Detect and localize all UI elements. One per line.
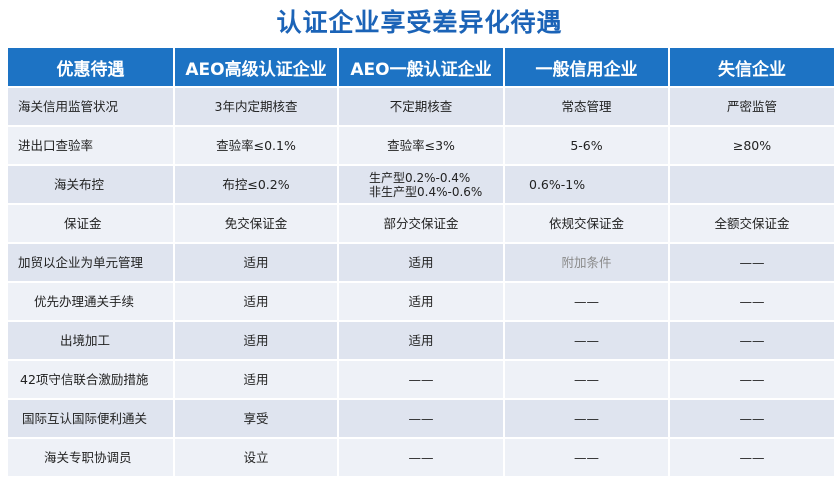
- cell-aeo-senior: 免交保证金: [174, 204, 339, 244]
- cell-aeo-senior: 适用: [174, 360, 339, 400]
- row-label: 进出口查验率: [8, 126, 175, 166]
- cell-ordinary-credit: ——: [504, 438, 670, 478]
- row-label: 海关专职协调员: [8, 438, 175, 478]
- column-header-ordinary-credit: 一般信用企业: [504, 48, 670, 88]
- cell-dishonest: ——: [669, 321, 834, 361]
- cell-ordinary-credit: 5-6%: [504, 126, 670, 166]
- cell-ordinary-credit: 依规交保证金: [504, 204, 670, 244]
- cell-dishonest: 全额交保证金: [669, 204, 834, 244]
- cell-dishonest: ——: [669, 282, 834, 322]
- row-label: 国际互认国际便利通关: [8, 399, 175, 439]
- cell-ordinary-credit: ——: [504, 399, 670, 439]
- cell-aeo-senior: 布控≤0.2%: [174, 165, 339, 205]
- row-label: 海关布控: [8, 165, 175, 205]
- column-header-dishonest: 失信企业: [669, 48, 834, 88]
- column-header-aeo-general: AEO一般认证企业: [338, 48, 505, 88]
- cell-dishonest: [669, 165, 834, 205]
- cell-aeo-general: 不定期核查: [338, 87, 505, 127]
- cell-dishonest: ≥80%: [669, 126, 834, 166]
- cell-aeo-general: 适用: [338, 321, 505, 361]
- cell-aeo-senior: 3年内定期核查: [174, 87, 339, 127]
- cell-aeo-general: 生产型0.2%-0.4% 非生产型0.4%-0.6%: [338, 165, 505, 205]
- row-label: 加贸以企业为单元管理: [8, 243, 175, 283]
- cell-aeo-senior: 设立: [174, 438, 339, 478]
- table-row: 国际互认国际便利通关 享受 —— —— ——: [8, 399, 834, 439]
- cell-ordinary-credit: 附加条件: [504, 243, 670, 283]
- cell-aeo-general: 适用: [338, 243, 505, 283]
- table-row: 进出口查验率 查验率≤0.1% 查验率≤3% 5-6% ≥80%: [8, 126, 834, 166]
- cell-aeo-senior: 适用: [174, 321, 339, 361]
- cell-dishonest: ——: [669, 360, 834, 400]
- cell-aeo-senior: 适用: [174, 282, 339, 322]
- cell-dishonest: ——: [669, 438, 834, 478]
- row-label: 42项守信联合激励措施: [8, 360, 175, 400]
- table-row: 42项守信联合激励措施 适用 —— —— ——: [8, 360, 834, 400]
- cell-aeo-general-line1: 生产型0.2%-0.4%: [369, 170, 471, 185]
- table-row: 海关布控 布控≤0.2% 生产型0.2%-0.4% 非生产型0.4%-0.6% …: [8, 165, 834, 205]
- cell-aeo-general: ——: [338, 438, 505, 478]
- column-header-aeo-senior: AEO高级认证企业: [174, 48, 339, 88]
- table-row: 海关信用监管状况 3年内定期核查 不定期核查 常态管理 严密监管: [8, 87, 834, 127]
- cell-aeo-general: ——: [338, 399, 505, 439]
- cell-aeo-general-line2: 非生产型0.4%-0.6%: [369, 184, 483, 199]
- cell-dishonest: 严密监管: [669, 87, 834, 127]
- row-label: 出境加工: [8, 321, 175, 361]
- table-row: 出境加工 适用 适用 —— ——: [8, 321, 834, 361]
- cell-ordinary-credit: 0.6%-1%: [504, 165, 670, 205]
- cell-aeo-general: 适用: [338, 282, 505, 322]
- cell-aeo-general: 查验率≤3%: [338, 126, 505, 166]
- benefits-table: 优惠待遇 AEO高级认证企业 AEO一般认证企业 一般信用企业 失信企业 海关信…: [8, 48, 834, 478]
- cell-aeo-senior: 查验率≤0.1%: [174, 126, 339, 166]
- cell-dishonest: ——: [669, 399, 834, 439]
- cell-ordinary-credit: ——: [504, 282, 670, 322]
- cell-aeo-general: 部分交保证金: [338, 204, 505, 244]
- cell-dishonest: ——: [669, 243, 834, 283]
- table-row: 保证金 免交保证金 部分交保证金 依规交保证金 全额交保证金: [8, 204, 834, 244]
- table-row: 加贸以企业为单元管理 适用 适用 附加条件 ——: [8, 243, 834, 283]
- cell-aeo-senior: 适用: [174, 243, 339, 283]
- cell-aeo-general: ——: [338, 360, 505, 400]
- table-row: 海关专职协调员 设立 —— —— ——: [8, 438, 834, 478]
- page-title: 认证企业享受差异化待遇: [276, 8, 563, 37]
- cell-ordinary-credit: ——: [504, 360, 670, 400]
- table-row: 优先办理通关手续 适用 适用 —— ——: [8, 282, 834, 322]
- row-label: 海关信用监管状况: [8, 87, 175, 127]
- table-header-row: 优惠待遇 AEO高级认证企业 AEO一般认证企业 一般信用企业 失信企业: [8, 48, 834, 88]
- cell-ordinary-credit: ——: [504, 321, 670, 361]
- row-label: 优先办理通关手续: [8, 282, 175, 322]
- column-header-benefit: 优惠待遇: [8, 48, 175, 88]
- cell-ordinary-credit: 常态管理: [504, 87, 670, 127]
- row-label: 保证金: [8, 204, 175, 244]
- cell-aeo-senior: 享受: [174, 399, 339, 439]
